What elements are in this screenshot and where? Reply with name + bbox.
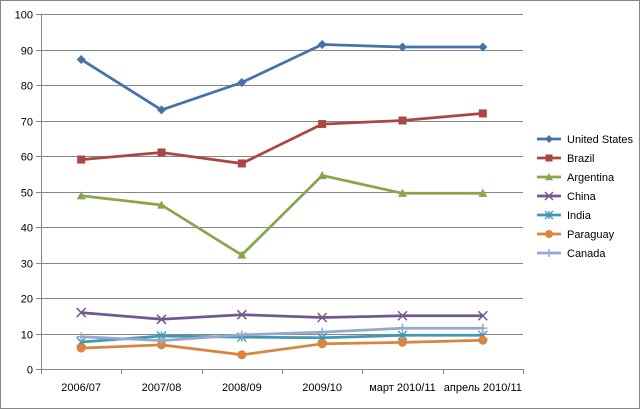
data-point bbox=[317, 339, 327, 349]
y-tick-label: 80 bbox=[21, 81, 33, 93]
series-line bbox=[79, 174, 485, 257]
data-point bbox=[478, 188, 488, 197]
x-tick-label: апрель 2010/11 bbox=[444, 382, 522, 394]
y-tick-label: 100 bbox=[15, 10, 33, 22]
data-point bbox=[398, 323, 407, 333]
legend-item: China bbox=[537, 191, 597, 203]
series-line bbox=[79, 326, 485, 342]
data-point bbox=[157, 336, 166, 346]
series-china bbox=[76, 307, 488, 325]
data-point bbox=[317, 312, 328, 323]
data-point bbox=[76, 54, 86, 64]
series-line bbox=[79, 112, 485, 165]
data-point bbox=[544, 191, 554, 201]
series-argentina bbox=[76, 171, 488, 259]
series-line bbox=[79, 43, 485, 112]
legend-item: United States bbox=[537, 134, 634, 146]
data-point bbox=[237, 350, 247, 360]
data-point bbox=[398, 188, 407, 197]
series bbox=[76, 40, 488, 360]
legend-item: Paraguay bbox=[537, 229, 615, 241]
legend-label: Argentina bbox=[567, 172, 615, 184]
data-point bbox=[317, 40, 327, 50]
data-point bbox=[318, 120, 327, 129]
data-point bbox=[156, 314, 167, 325]
data-point bbox=[478, 109, 487, 118]
y-tick-label: 50 bbox=[21, 188, 33, 200]
data-point bbox=[157, 148, 166, 157]
data-point bbox=[237, 330, 247, 340]
data-point bbox=[397, 310, 408, 321]
series-line bbox=[79, 311, 485, 321]
y-tick-label: 10 bbox=[21, 330, 33, 342]
series-canada bbox=[76, 323, 488, 346]
x-tick-label: 2007/08 bbox=[142, 382, 182, 394]
data-point bbox=[157, 200, 166, 209]
legend-item: Argentina bbox=[537, 172, 615, 184]
data-point bbox=[545, 230, 553, 238]
data-point bbox=[398, 337, 407, 347]
data-point bbox=[478, 335, 488, 345]
x-tick-label: 2006/07 bbox=[61, 382, 101, 394]
legend: United States Brazil Argentina China India Pa… bbox=[537, 134, 634, 260]
series-united-states bbox=[76, 40, 488, 115]
y-tick-label: 90 bbox=[21, 46, 33, 58]
data-point bbox=[237, 159, 246, 168]
legend-label: Paraguay bbox=[567, 229, 615, 241]
data-point bbox=[76, 191, 86, 200]
series-line bbox=[79, 333, 485, 344]
series-paraguay bbox=[76, 335, 488, 360]
data-point bbox=[76, 332, 86, 342]
data-point bbox=[76, 343, 86, 353]
legend-label: India bbox=[567, 210, 592, 222]
data-point bbox=[237, 250, 247, 259]
data-point bbox=[545, 173, 553, 181]
data-point bbox=[544, 210, 554, 220]
data-point bbox=[237, 78, 247, 88]
series-brazil bbox=[77, 109, 487, 168]
legend-item: Brazil bbox=[537, 153, 595, 165]
x-tick-label: март 2010/11 bbox=[369, 382, 436, 394]
y-tick-label: 70 bbox=[21, 117, 33, 129]
data-point bbox=[398, 116, 407, 125]
y-tick-label: 30 bbox=[21, 259, 33, 271]
y-tick-label: 60 bbox=[21, 152, 33, 164]
x-tick-label: 2009/10 bbox=[302, 382, 342, 394]
legend-label: United States bbox=[567, 134, 634, 146]
y-tick-label: 40 bbox=[21, 223, 33, 235]
data-point bbox=[545, 154, 553, 162]
data-point bbox=[317, 171, 327, 180]
legend-label: Canada bbox=[567, 248, 606, 260]
data-point bbox=[317, 327, 327, 337]
data-point bbox=[478, 323, 488, 333]
data-point bbox=[76, 307, 87, 318]
data-point bbox=[398, 42, 407, 52]
data-point bbox=[157, 105, 166, 115]
y-tick-label: 20 bbox=[21, 294, 33, 306]
legend-item: Canada bbox=[537, 248, 606, 260]
data-point bbox=[478, 42, 488, 52]
legend-label: China bbox=[567, 191, 597, 203]
y-tick-label: 0 bbox=[27, 365, 33, 377]
axes: 0 10 20 30 40 50 60 70 80 90 100 2006/07 2007/08 2008… bbox=[15, 10, 524, 394]
legend-item: India bbox=[537, 210, 592, 222]
data-point bbox=[236, 309, 247, 320]
x-tick-label: 2008/09 bbox=[222, 382, 262, 394]
data-point bbox=[77, 155, 86, 164]
legend-label: Brazil bbox=[567, 153, 595, 165]
data-point bbox=[477, 310, 488, 321]
data-point bbox=[545, 249, 553, 257]
series-line bbox=[79, 338, 485, 357]
data-point bbox=[545, 135, 553, 143]
